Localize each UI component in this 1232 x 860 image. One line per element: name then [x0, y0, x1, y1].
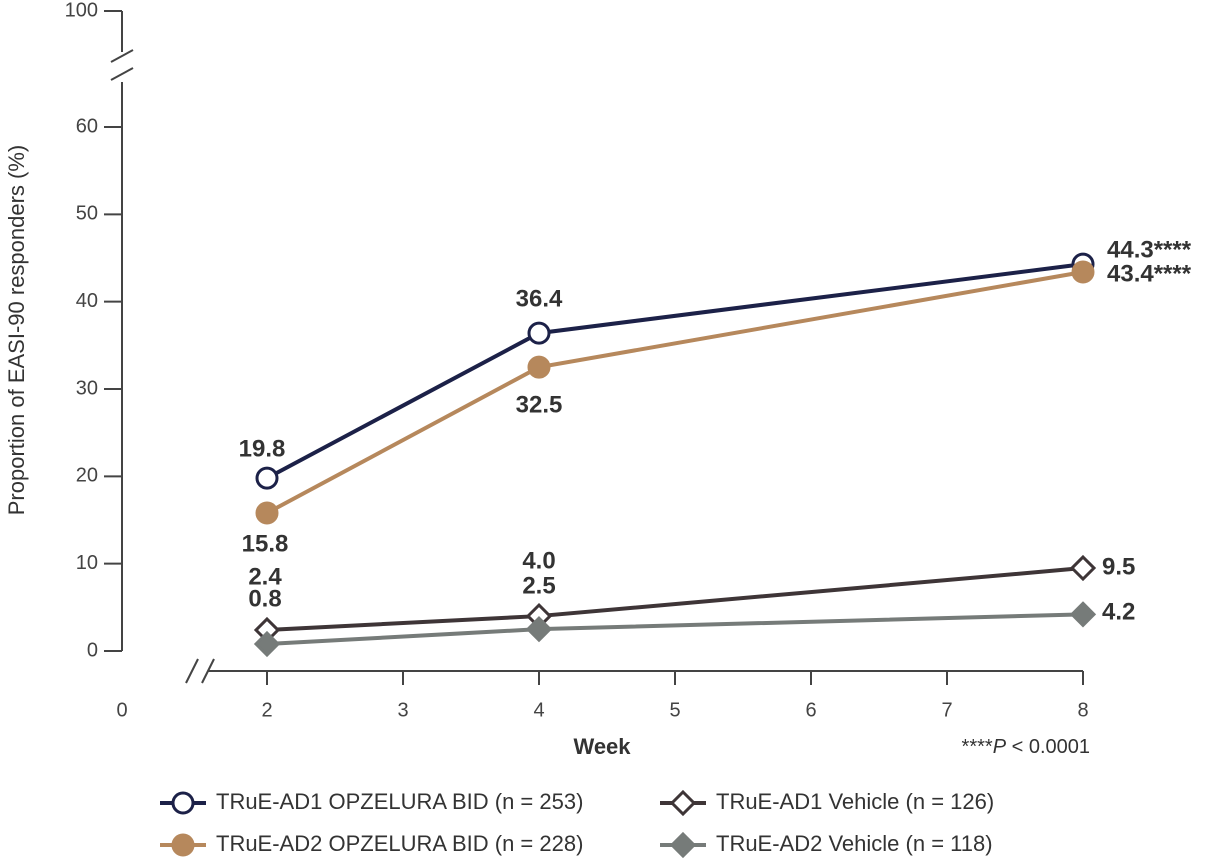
x-tick-label: 5	[669, 699, 680, 721]
y-break	[110, 67, 134, 81]
legend-item: TRuE-AD1 OPZELURA BID (n = 253)	[160, 789, 583, 815]
value-label: 43.4****	[1107, 260, 1192, 287]
legend-label: TRuE-AD1 Vehicle (n = 126)	[716, 789, 994, 814]
value-label: 32.5	[516, 392, 563, 419]
point	[255, 466, 279, 490]
y-tick-label: 20	[76, 465, 98, 487]
legend-item: TRuE-AD1 Vehicle (n = 126)	[660, 789, 994, 817]
y-tick-label: 60	[76, 115, 98, 137]
x-tick-label: 3	[397, 699, 408, 721]
value-label: 9.5	[1102, 553, 1135, 580]
legend-label: TRuE-AD2 Vehicle (n = 118)	[716, 831, 993, 856]
y-axis-label: Proportion of EASI-90 responders (%)	[4, 145, 29, 516]
y-tick-label: 40	[76, 290, 98, 312]
value-label: 0.8	[248, 585, 281, 612]
series-line	[266, 270, 1084, 515]
point	[253, 630, 281, 658]
axes	[110, 11, 1083, 684]
legend-marker	[171, 791, 195, 815]
point	[525, 616, 553, 643]
x-tick-label: 4	[533, 699, 544, 721]
value-label: 36.4	[516, 285, 563, 312]
legend-marker	[669, 831, 697, 859]
legend-item: TRuE-AD2 OPZELURA BID (n = 228)	[160, 831, 583, 857]
y-tick-label: 100	[65, 0, 98, 21]
legend-label: TRuE-AD2 OPZELURA BID (n = 228)	[216, 831, 583, 856]
series-line	[266, 612, 1084, 647]
x-tick-label: 0	[116, 699, 127, 721]
point	[1071, 260, 1095, 284]
x-tick-label: 6	[805, 699, 816, 721]
y-tick-label: 10	[76, 552, 98, 574]
y-break	[110, 49, 134, 63]
value-label: 15.8	[242, 530, 289, 557]
value-label: 4.0	[522, 547, 555, 574]
x-axis-label: Week	[573, 734, 631, 759]
value-label: 4.2	[1102, 599, 1135, 626]
point	[255, 501, 279, 525]
y-tick-label: 30	[76, 377, 98, 399]
footnote-value: < 0.0001	[1006, 736, 1090, 758]
footnote: ****P < 0.0001	[962, 736, 1090, 758]
y-tick-label: 50	[76, 203, 98, 225]
legend-item: TRuE-AD2 Vehicle (n = 118)	[660, 831, 993, 859]
footnote-stars: ****	[962, 736, 993, 758]
series-line	[266, 566, 1084, 633]
point	[527, 355, 551, 379]
x-tick-label: 7	[941, 699, 952, 721]
x-break	[201, 658, 215, 684]
legend-marker	[171, 833, 195, 857]
value-label: 2.5	[522, 573, 555, 600]
point	[527, 321, 551, 345]
footnote-p: P	[993, 736, 1007, 758]
value-label: 44.3****	[1107, 236, 1192, 263]
value-label: 19.8	[239, 435, 286, 462]
x-tick-label: 2	[261, 699, 272, 721]
value-label: 2.4	[248, 563, 282, 590]
point	[1069, 554, 1097, 582]
y-tick-label: 0	[87, 639, 98, 661]
legend-marker	[669, 789, 697, 817]
x-break	[185, 658, 199, 684]
x-tick-label: 8	[1077, 699, 1088, 721]
point	[1069, 601, 1097, 628]
legend-label: TRuE-AD1 OPZELURA BID (n = 253)	[216, 789, 583, 814]
